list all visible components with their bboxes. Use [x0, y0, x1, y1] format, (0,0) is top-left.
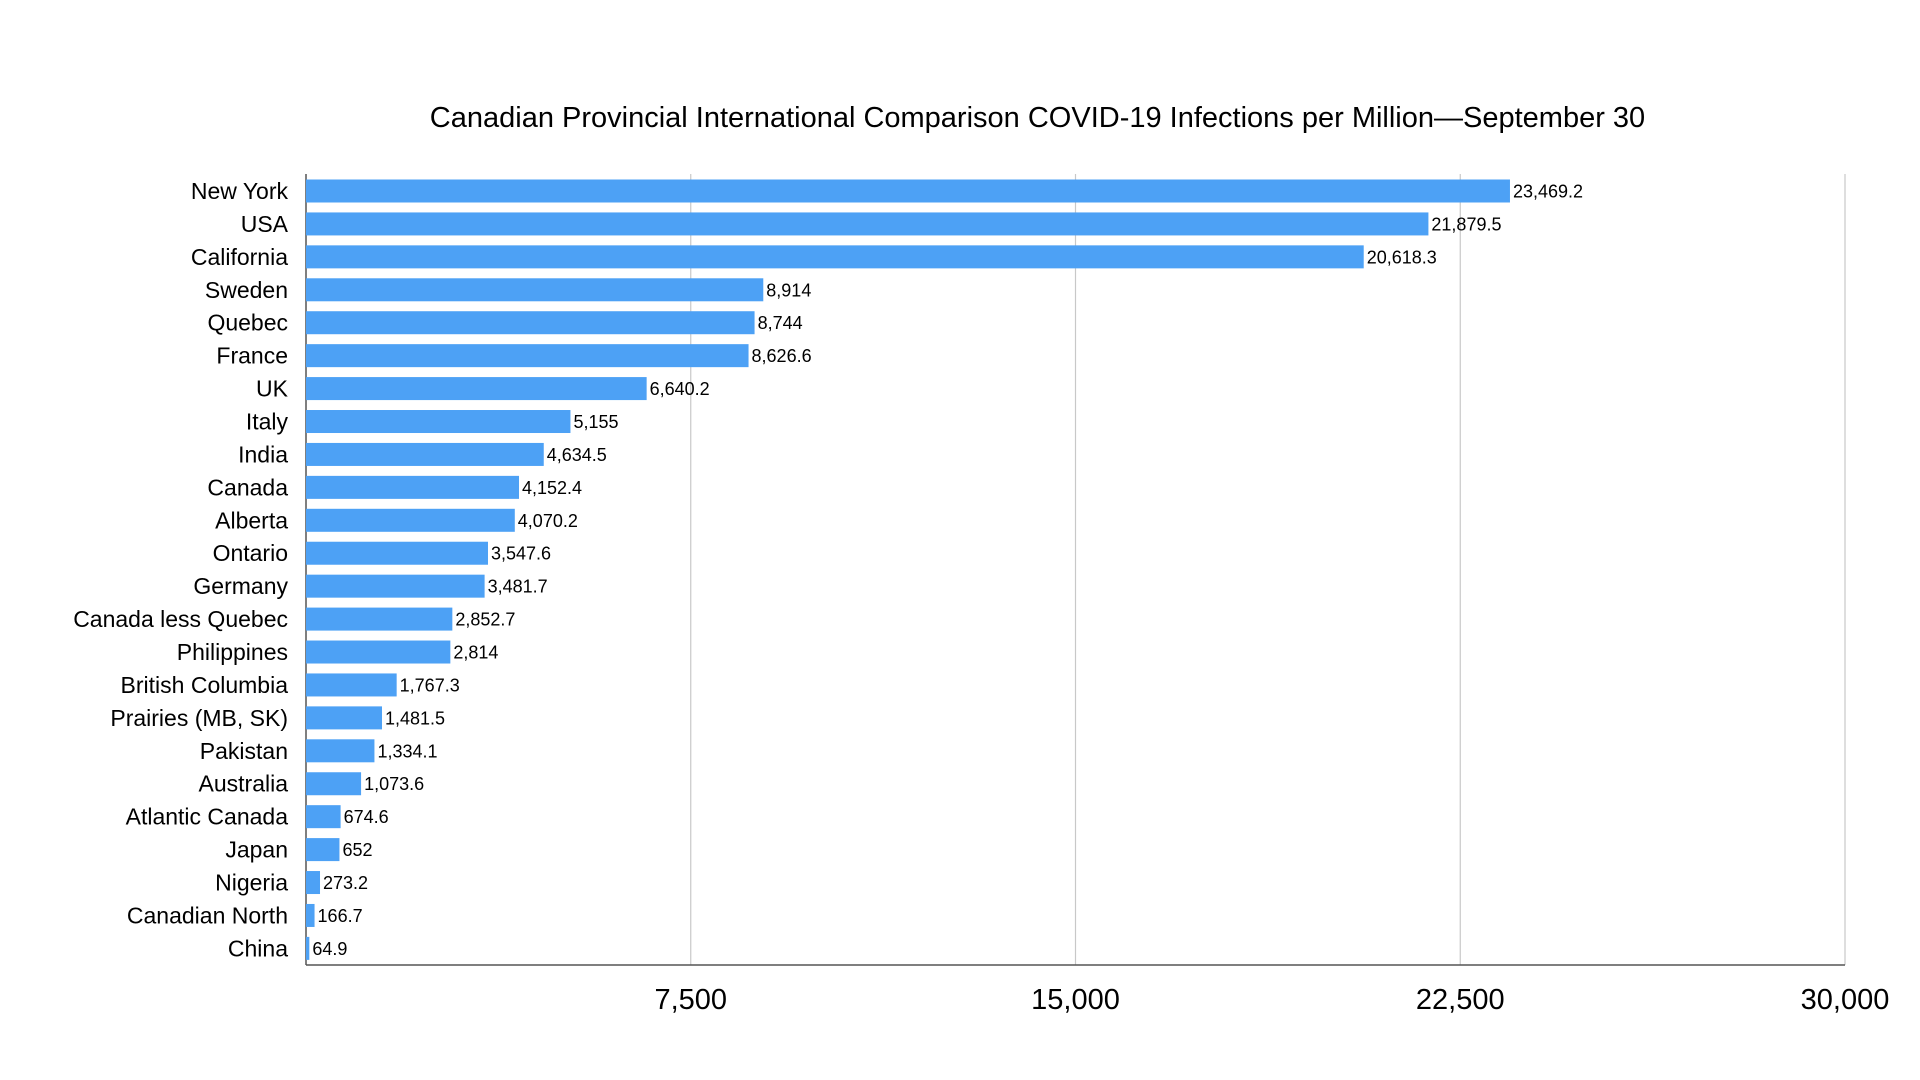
bar [306, 838, 340, 862]
bar [306, 541, 488, 565]
data-label: 2,852.7 [455, 610, 515, 630]
category-label: Nigeria [215, 870, 288, 896]
bar [306, 377, 647, 401]
bar [306, 805, 341, 829]
data-label: 166.7 [318, 906, 363, 926]
bar [306, 475, 520, 499]
data-label: 5,155 [573, 412, 618, 432]
bar [306, 607, 453, 631]
data-label: 4,152.4 [522, 478, 582, 498]
category-label: Canada less Quebec [73, 606, 288, 632]
bar [306, 640, 451, 664]
data-label: 6,640.2 [650, 379, 710, 399]
data-label: 1,334.1 [377, 741, 437, 761]
category-label: Canadian North [127, 902, 288, 928]
bar [306, 278, 764, 302]
category-label: Atlantic Canada [126, 804, 289, 830]
bar [306, 739, 375, 763]
data-label: 8,626.6 [752, 346, 812, 366]
bar [306, 936, 310, 960]
data-label: 1,073.6 [364, 774, 424, 794]
data-label: 21,879.5 [1431, 214, 1501, 234]
data-label: 23,469.2 [1513, 182, 1583, 202]
data-label: 4,634.5 [547, 445, 607, 465]
category-label: Italy [246, 409, 289, 435]
bar [306, 179, 1510, 203]
category-label: Alberta [215, 507, 288, 533]
bar [306, 344, 749, 368]
category-label: Prairies (MB, SK) [110, 705, 288, 731]
bar [306, 442, 544, 466]
data-label: 674.6 [344, 807, 389, 827]
category-label: California [191, 244, 288, 270]
category-label: Japan [225, 837, 288, 863]
category-label: France [216, 343, 288, 369]
category-label: Sweden [205, 277, 288, 303]
category-label: China [228, 935, 288, 961]
bar [306, 245, 1364, 269]
bar [306, 903, 315, 927]
category-label: USA [241, 211, 289, 237]
data-label: 64.9 [312, 939, 347, 959]
data-label: 3,547.6 [491, 544, 551, 564]
data-label: 4,070.2 [518, 511, 578, 531]
category-label: British Columbia [121, 672, 289, 698]
data-label: 20,618.3 [1367, 247, 1437, 267]
bar [306, 508, 515, 532]
category-label: New York [191, 178, 289, 204]
data-label: 1,767.3 [400, 675, 460, 695]
data-label: 273.2 [323, 873, 368, 893]
category-label: India [238, 441, 288, 467]
bar [306, 706, 383, 730]
bar [306, 311, 755, 335]
category-label: Ontario [213, 540, 288, 566]
category-label: UK [256, 376, 289, 402]
data-label: 652 [342, 840, 372, 860]
x-tick-label: 22,500 [1416, 984, 1505, 1016]
x-tick-label: 15,000 [1031, 984, 1120, 1016]
data-label: 8,744 [758, 313, 803, 333]
bar [306, 574, 485, 598]
bar [306, 673, 397, 697]
category-label: Germany [193, 573, 288, 599]
bar [306, 772, 362, 796]
category-label: Quebec [207, 310, 288, 336]
bar [306, 212, 1429, 236]
data-label: 8,914 [766, 280, 811, 300]
bar [306, 871, 321, 895]
bar [306, 410, 571, 434]
x-tick-label: 30,000 [1801, 984, 1890, 1016]
category-label: Pakistan [200, 738, 288, 764]
category-label: Australia [199, 771, 289, 797]
data-label: 2,814 [453, 643, 498, 663]
data-label: 3,481.7 [488, 577, 548, 597]
category-label: Canada [207, 474, 288, 500]
category-label: Philippines [177, 639, 288, 665]
data-label: 1,481.5 [385, 708, 445, 728]
x-tick-label: 7,500 [654, 984, 727, 1016]
chart-title: Canadian Provincial International Compar… [429, 102, 1646, 134]
